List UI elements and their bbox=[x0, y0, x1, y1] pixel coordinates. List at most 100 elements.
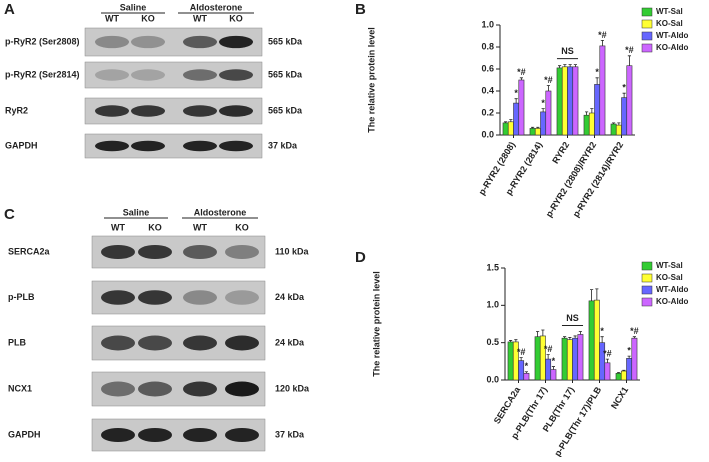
error-bar bbox=[573, 64, 577, 67]
bar bbox=[626, 65, 633, 136]
row-label: RyR2 bbox=[5, 105, 28, 115]
significance-mark: *# bbox=[625, 45, 634, 55]
error-bar bbox=[600, 336, 604, 343]
size-label: 110 kDa bbox=[275, 246, 310, 256]
bar bbox=[583, 114, 590, 136]
legend-swatch bbox=[641, 285, 653, 295]
lane-label: WT bbox=[111, 222, 125, 232]
significance-mark: *# bbox=[630, 326, 639, 336]
bar bbox=[620, 370, 627, 381]
y-tick-label: 1.0 bbox=[486, 300, 499, 310]
size-label: 120 kDa bbox=[275, 383, 310, 393]
legend-swatch bbox=[641, 43, 653, 53]
significance-mark: * bbox=[552, 356, 556, 366]
bar bbox=[577, 334, 584, 381]
bar bbox=[599, 45, 606, 136]
row-label: SERCA2a bbox=[8, 246, 51, 256]
blot-band bbox=[101, 244, 135, 260]
bar bbox=[545, 358, 552, 381]
bar bbox=[540, 111, 547, 136]
blot-band bbox=[183, 105, 217, 117]
bar bbox=[566, 339, 573, 381]
error-bar bbox=[595, 77, 599, 85]
blot-band bbox=[225, 290, 259, 305]
blot-band bbox=[131, 69, 165, 81]
error-bar bbox=[531, 126, 535, 129]
y-axis-label: The relative protein level bbox=[371, 271, 381, 377]
blot-band bbox=[101, 427, 135, 443]
error-bar bbox=[563, 336, 567, 339]
row-label: PLB bbox=[8, 337, 27, 347]
x-tick-label: p-PLB(Thr 17)/PLB bbox=[552, 385, 603, 457]
bar bbox=[556, 67, 563, 136]
x-tick-label: RYR2 bbox=[550, 140, 571, 165]
error-bar bbox=[541, 329, 545, 336]
legend-label: WT-Sal bbox=[656, 7, 683, 16]
bar bbox=[594, 84, 601, 136]
legend-swatch bbox=[641, 7, 653, 17]
size-label: 37 kDa bbox=[275, 429, 305, 439]
significance-mark: *# bbox=[517, 67, 526, 77]
bar bbox=[610, 123, 617, 136]
error-bar bbox=[536, 126, 540, 129]
significance-mark: * bbox=[514, 88, 518, 98]
size-label: 24 kDa bbox=[275, 337, 305, 347]
error-bar bbox=[605, 358, 609, 363]
row-label: GAPDH bbox=[8, 429, 41, 439]
significance-mark: * bbox=[600, 326, 604, 336]
y-tick-label: 0.0 bbox=[486, 374, 499, 384]
error-bar bbox=[617, 122, 621, 126]
lane-label: KO bbox=[148, 222, 162, 232]
x-tick-label: p-RYR2 (2808)/RYR2 bbox=[544, 140, 599, 219]
blot-band bbox=[225, 381, 259, 397]
error-bar bbox=[546, 85, 550, 91]
error-bar bbox=[524, 371, 528, 374]
legend-swatch bbox=[641, 297, 653, 307]
y-tick-label: 1.5 bbox=[486, 262, 499, 272]
bar bbox=[539, 335, 546, 381]
significance-mark: * bbox=[595, 67, 599, 77]
bar bbox=[534, 336, 541, 381]
blot-band bbox=[95, 69, 129, 81]
error-bar bbox=[568, 337, 572, 340]
size-label: 565 kDa bbox=[268, 36, 303, 46]
y-axis-label: The relative protein level bbox=[366, 27, 376, 133]
bar bbox=[615, 124, 622, 136]
bar bbox=[631, 337, 638, 381]
error-bar bbox=[536, 331, 540, 337]
lane-label: WT bbox=[193, 13, 207, 23]
legend-swatch bbox=[641, 31, 653, 41]
bar bbox=[572, 66, 579, 136]
error-bar bbox=[590, 108, 594, 113]
error-bar bbox=[541, 108, 545, 112]
bar bbox=[621, 97, 628, 136]
panel-letter: A bbox=[4, 1, 15, 18]
significance-mark: *# bbox=[544, 344, 553, 354]
y-tick-label: 0.8 bbox=[481, 41, 494, 51]
bar bbox=[615, 372, 622, 381]
significance-mark: *# bbox=[603, 348, 612, 358]
group-label: Saline bbox=[120, 2, 147, 12]
lane-label: KO bbox=[141, 13, 155, 23]
y-tick-label: 1.0 bbox=[481, 19, 494, 29]
error-bar bbox=[563, 64, 567, 67]
group-label: Aldosterone bbox=[190, 2, 243, 12]
error-bar bbox=[622, 92, 626, 98]
error-bar bbox=[514, 339, 518, 342]
blot-band bbox=[101, 290, 135, 305]
significance-mark: *# bbox=[544, 75, 553, 85]
error-bar bbox=[627, 55, 631, 66]
size-label: 24 kDa bbox=[275, 292, 305, 302]
size-label: 565 kDa bbox=[268, 69, 303, 79]
lane-label: WT bbox=[105, 13, 119, 23]
y-tick-label: 0.5 bbox=[486, 337, 499, 347]
legend-label: KO-Aldo bbox=[656, 43, 689, 52]
panel-letter: B bbox=[355, 1, 366, 18]
bar bbox=[534, 128, 541, 136]
row-label: p-PLB bbox=[8, 292, 35, 302]
row-label: p-RyR2 (Ser2808) bbox=[5, 36, 80, 46]
bar bbox=[529, 128, 536, 136]
panel-letter: C bbox=[4, 206, 15, 223]
bar bbox=[518, 79, 525, 136]
significance-mark: * bbox=[525, 361, 529, 371]
